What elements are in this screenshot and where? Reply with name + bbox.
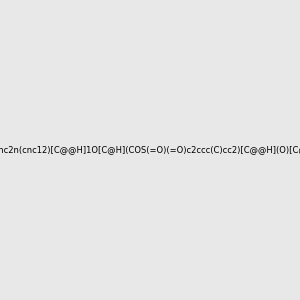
Text: Nc1ncnc2n(cnc12)[C@@H]1O[C@H](COS(=O)(=O)c2ccc(C)cc2)[C@@H](O)[C@H]1O: Nc1ncnc2n(cnc12)[C@@H]1O[C@H](COS(=O)(=O… <box>0 146 300 154</box>
